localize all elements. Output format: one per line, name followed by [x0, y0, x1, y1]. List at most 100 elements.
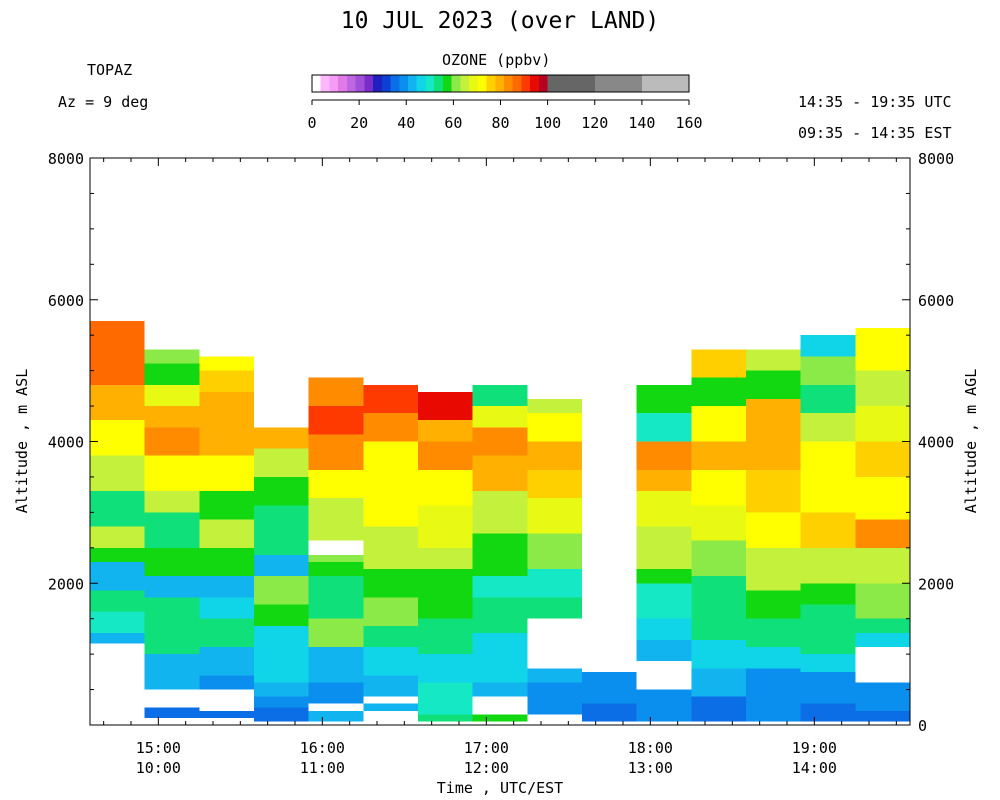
ozone-cell [691, 349, 746, 378]
y-tick-label-left: 2000 [48, 575, 84, 593]
ozone-cell [855, 583, 910, 619]
ozone-cell [363, 526, 418, 570]
ozone-cell [308, 554, 364, 562]
ozone-cell [636, 413, 692, 442]
ozone-cell [254, 505, 309, 555]
ozone-cell [800, 632, 856, 655]
ozone-cell [199, 618, 254, 648]
ozone-cell [800, 512, 856, 548]
ozone-cell [254, 625, 309, 655]
colorbar-swatch [512, 75, 522, 92]
ozone-cell [855, 519, 910, 548]
ozone-cell [144, 406, 200, 428]
ozone-cell [800, 671, 856, 704]
ozone-cell [418, 714, 473, 722]
colorbar-tick-label: 20 [350, 114, 368, 132]
ozone-cell [472, 533, 528, 577]
ozone-cell [199, 391, 254, 421]
x-tick-label-utc: 17:00 [464, 739, 509, 757]
ozone-cell [746, 469, 801, 513]
colorbar-swatch [530, 75, 540, 92]
y-tick-label-right: 4000 [918, 434, 954, 452]
ozone-cell [472, 427, 528, 456]
ozone-cell [746, 398, 801, 428]
ozone-cell [472, 682, 528, 697]
ozone-cell [199, 547, 254, 577]
ozone-cell [90, 420, 145, 456]
ozone-cell [254, 554, 309, 577]
ozone-cell [199, 455, 254, 492]
ozone-cell [90, 611, 145, 633]
ozone-cell [144, 363, 200, 385]
ozone-cell [800, 469, 856, 513]
ozone-cell [199, 675, 254, 690]
chart-title: 10 JUL 2023 (over LAND) [340, 8, 660, 34]
colorbar-swatch [399, 75, 409, 92]
ozone-cell [636, 526, 692, 570]
time-range-est: 09:35 - 14:35 EST [798, 124, 952, 142]
colorbar-swatch [355, 75, 365, 92]
ozone-cell [144, 512, 200, 548]
ozone-cell [472, 406, 528, 428]
ozone-cell [199, 420, 254, 456]
ozone-cell [472, 714, 528, 722]
ozone-cell [527, 597, 582, 619]
x-tick-label-est: 12:00 [464, 759, 509, 777]
y-tick-label-right: 0 [918, 717, 927, 735]
ozone-cell [527, 533, 582, 570]
ozone-cell [308, 434, 364, 470]
ozone-cell [308, 576, 364, 598]
ozone-cell [855, 476, 910, 520]
ozone-cell [418, 441, 473, 470]
ozone-cell [418, 618, 473, 655]
ozone-cell [527, 441, 582, 470]
x-tick-label-utc: 16:00 [300, 739, 345, 757]
ozone-cell [144, 384, 200, 407]
x-axis-label: Time , UTC/EST [437, 779, 563, 797]
ozone-cell [582, 682, 637, 704]
ozone-cell [746, 647, 801, 669]
colorbar-swatch [521, 75, 531, 92]
colorbar-swatch [594, 75, 643, 92]
ozone-cell [691, 540, 746, 577]
ozone-cell [855, 547, 910, 584]
ozone-cell [855, 441, 910, 477]
ozone-cell [418, 469, 473, 506]
colorbar-tick-label: 60 [444, 114, 462, 132]
ozone-cell [691, 377, 746, 407]
ozone-cell [308, 498, 364, 541]
y-axis-label-left: Altitude , m ASL [13, 369, 31, 514]
y-tick-label-right: 2000 [918, 575, 954, 593]
ozone-cell [636, 710, 692, 722]
ozone-cell [144, 707, 200, 718]
y-tick-label-left: 8000 [48, 150, 84, 168]
ozone-cell [90, 632, 145, 644]
colorbar-swatch [407, 75, 418, 92]
ozone-cell [199, 370, 254, 392]
ozone-cell [90, 321, 145, 350]
ozone-cell [800, 441, 856, 470]
ozone-cell [144, 427, 200, 456]
x-tick-label-utc: 19:00 [792, 739, 837, 757]
colorbar-tick-label: 80 [491, 114, 509, 132]
ozone-cell [472, 455, 528, 492]
ozone-cell [691, 696, 746, 722]
colorbar-swatch [503, 75, 514, 92]
ozone-cell [254, 696, 309, 708]
ozone-cell [527, 469, 582, 499]
ozone-cell [855, 406, 910, 442]
instrument-label: TOPAZ [87, 61, 133, 79]
ozone-cell [527, 668, 582, 683]
ozone-cell [691, 611, 746, 640]
ozone-cell [800, 703, 856, 722]
ozone-cell [527, 413, 582, 442]
ozone-cell [418, 547, 473, 570]
ozone-cell [418, 569, 473, 619]
ozone-cell [636, 491, 692, 527]
ozone-cell [746, 547, 801, 591]
ozone-cell [800, 654, 856, 672]
ozone-cell [363, 647, 418, 676]
ozone-cell [90, 455, 145, 492]
x-tick-label-est: 10:00 [136, 759, 181, 777]
ozone-cell [800, 335, 856, 357]
